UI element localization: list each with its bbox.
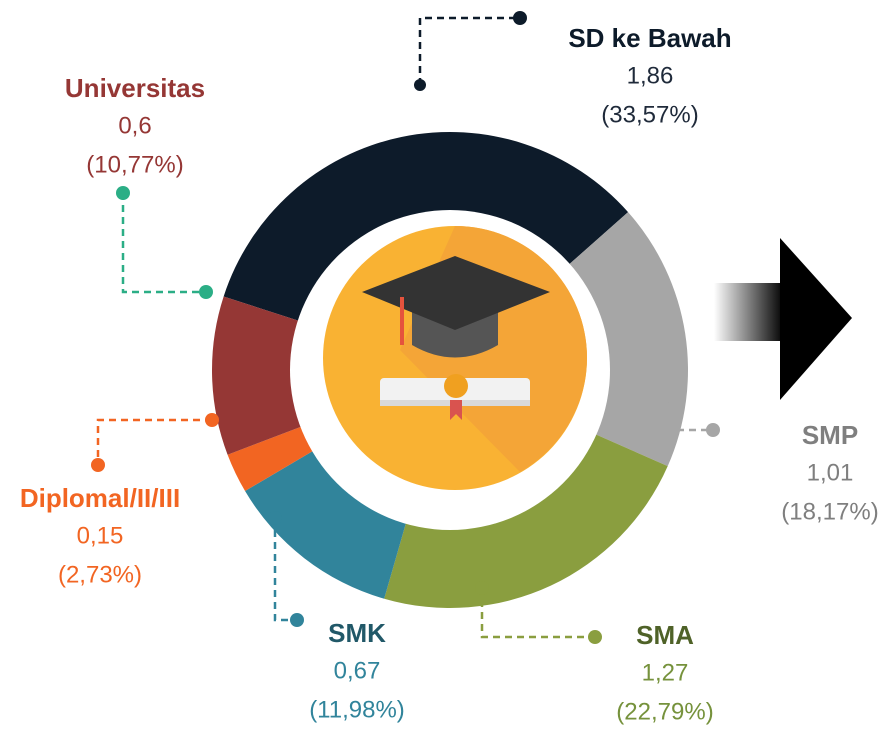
category-label: Diplomal/II/III: [20, 483, 180, 513]
wedge: [568, 212, 688, 467]
labels: SD ke Bawah 1,86 (33,57%) SMP 1,01 (18,17%) SM…: [20, 23, 879, 725]
value-label: 1,27: [642, 659, 689, 686]
arrow: [714, 238, 852, 400]
value-label: 0,15: [77, 522, 124, 549]
donut: [212, 131, 688, 608]
share-label: (22,79%): [616, 698, 713, 725]
category-label: SMK: [328, 618, 386, 648]
category-label: Universitas: [65, 73, 205, 103]
wedge: [212, 296, 303, 455]
value-label: 1,86: [627, 62, 674, 89]
wedge: [384, 433, 668, 608]
wedge: [223, 131, 629, 322]
share-label: (18,17%): [781, 498, 878, 525]
value-label: 1,01: [807, 459, 854, 486]
wedge: [227, 426, 314, 492]
category-label: SMP: [802, 420, 858, 450]
share-label: (10,77%): [86, 151, 183, 178]
wedge: [245, 450, 407, 599]
share-label: (33,57%): [601, 101, 698, 128]
center-icon: [323, 226, 587, 490]
value-label: 0,6: [118, 112, 151, 139]
category-label: SD ke Bawah: [568, 23, 731, 53]
category-label: SMA: [636, 620, 694, 650]
connectors: [91, 11, 720, 644]
value-label: 0,67: [334, 657, 381, 684]
share-label: (11,98%): [309, 696, 405, 723]
share-label: (2,73%): [58, 561, 142, 588]
